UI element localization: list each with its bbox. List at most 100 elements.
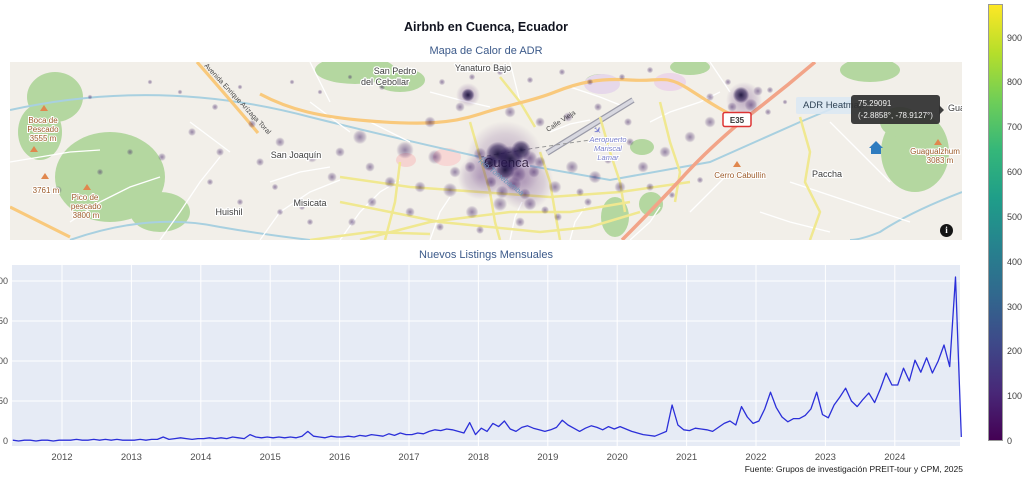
map-tooltip: 75.29091 (-2.8858°, -78.9127°) xyxy=(851,95,944,125)
colorbar-tick-100: 100 xyxy=(1007,391,1023,402)
heat-blob xyxy=(743,97,759,113)
peak-icon-boca xyxy=(40,105,48,111)
airport-label-2: Mariscal xyxy=(594,144,622,153)
peak-icon-guagua xyxy=(934,139,942,145)
heat-blob xyxy=(157,152,167,162)
heat-blob xyxy=(438,78,446,86)
heat-blob xyxy=(236,198,244,206)
heat-blob xyxy=(404,206,416,218)
heat-blob xyxy=(752,85,764,97)
heat-blob xyxy=(547,179,563,195)
heat-blob xyxy=(413,180,427,194)
heat-blob xyxy=(274,136,286,148)
heat-blob xyxy=(334,146,346,158)
heat-blob xyxy=(317,89,323,95)
minor-road xyxy=(689,171,731,213)
heat-blob xyxy=(211,103,219,111)
heatmap-layer xyxy=(53,66,788,235)
parks-layer xyxy=(18,62,949,237)
heat-blob xyxy=(255,157,265,167)
adr-colorbar xyxy=(988,4,1003,441)
y-tick-label: 100 xyxy=(0,356,8,366)
heat-blob xyxy=(534,116,546,128)
heat-blob xyxy=(298,203,306,211)
heat-blob xyxy=(347,217,357,227)
minor-road xyxy=(829,121,891,183)
heat-blob xyxy=(441,181,459,199)
runway-center xyxy=(546,98,634,155)
airport-label-1: Aeropuerto xyxy=(588,135,626,144)
peak-label-pico-3: 3800 m xyxy=(73,211,100,220)
heat-blob xyxy=(247,119,257,129)
e35-shield: E35 xyxy=(722,111,752,128)
peak-icon-3761 xyxy=(41,173,49,179)
heat-blob xyxy=(187,127,197,137)
minor-road xyxy=(789,181,911,223)
heat-blob xyxy=(468,73,476,81)
y-tick-label: 0 xyxy=(3,436,8,446)
heat-blob xyxy=(625,137,635,147)
heat-blob xyxy=(448,165,462,179)
x-tick-label: 2014 xyxy=(190,452,211,463)
heat-blob xyxy=(177,89,183,95)
heat-blob xyxy=(764,108,772,116)
peak-label-boca-2: Pescado xyxy=(27,125,59,134)
x-tick-label: 2023 xyxy=(815,452,836,463)
heat-blob xyxy=(460,87,476,103)
peak-label-pico-1: Pico de xyxy=(72,193,99,202)
heat-blob xyxy=(623,117,633,127)
y-tick-label: 150 xyxy=(0,316,8,326)
colorbar-tick-400: 400 xyxy=(1007,256,1023,267)
peak-label-pico-2: pescado xyxy=(71,202,102,211)
heat-blob xyxy=(613,180,627,194)
minor-road xyxy=(259,179,341,240)
plot-area[interactable] xyxy=(12,265,960,446)
heat-blob xyxy=(347,74,353,80)
colorbar-tick-0: 0 xyxy=(1007,436,1013,446)
heat-blob xyxy=(87,94,93,100)
heat-blob xyxy=(505,175,523,193)
heat-blob xyxy=(383,175,397,189)
page-title: Airbnb en Cuenca, Ecuador xyxy=(404,20,568,34)
peak-label-guagualzhumi: Guagualzhum xyxy=(910,147,960,156)
heat-blob xyxy=(306,218,314,226)
heat-blob xyxy=(726,101,738,113)
attribution-info-button[interactable]: i xyxy=(940,224,953,237)
heat-blob xyxy=(766,86,774,94)
heat-blob xyxy=(96,168,104,176)
tooltip-coordinates: (-2.8858°, -78.9127°) xyxy=(858,110,933,120)
heat-blob xyxy=(533,155,547,169)
colorbar-tick-200: 200 xyxy=(1007,346,1023,357)
heat-blob xyxy=(271,183,279,191)
tertiary-road xyxy=(383,161,402,240)
heat-blob xyxy=(658,145,672,159)
place-label-misicata: Misicata xyxy=(293,198,326,208)
heat-blob xyxy=(289,79,295,85)
heat-blob xyxy=(540,205,550,215)
airport-label-3: Lamar xyxy=(597,153,619,162)
tooltip-adr-value: 75.29091 xyxy=(858,99,892,108)
adr-heatmap-map[interactable]: Cuenca San Pedro del Cebollar Yanaturo B… xyxy=(10,62,962,240)
colorbar-tick-700: 700 xyxy=(1007,122,1023,133)
heat-blob xyxy=(326,171,338,183)
heat-blob xyxy=(562,111,574,123)
colorbar-tick-300: 300 xyxy=(1007,301,1023,312)
heat-blob xyxy=(583,197,593,207)
y-tick-label: 200 xyxy=(0,276,8,286)
heat-blob xyxy=(84,203,92,211)
colorbar-tick-900: 900 xyxy=(1007,32,1023,43)
peak-label-3761: 3761 m xyxy=(33,186,60,195)
place-label-paccha: Paccha xyxy=(812,169,842,179)
listings-chart[interactable]: 2012 2013 2014 2015 2016 2017 2018 2019 2020 2021… xyxy=(0,265,966,465)
minor-road xyxy=(369,121,411,143)
heat-blob xyxy=(586,78,594,86)
colorbar-tick-600: 600 xyxy=(1007,167,1023,178)
colorbar-tick-800: 800 xyxy=(1007,77,1023,88)
chart-title: Nuevos Listings Mensuales xyxy=(419,249,553,261)
listings-line-series xyxy=(12,276,962,442)
heat-blob xyxy=(668,191,676,199)
heat-blob xyxy=(724,78,732,86)
colorbar-tick-500: 500 xyxy=(1007,211,1023,222)
heat-blob xyxy=(351,128,369,146)
map-canvas[interactable]: Cuenca San Pedro del Cebollar Yanaturo B… xyxy=(10,62,962,240)
